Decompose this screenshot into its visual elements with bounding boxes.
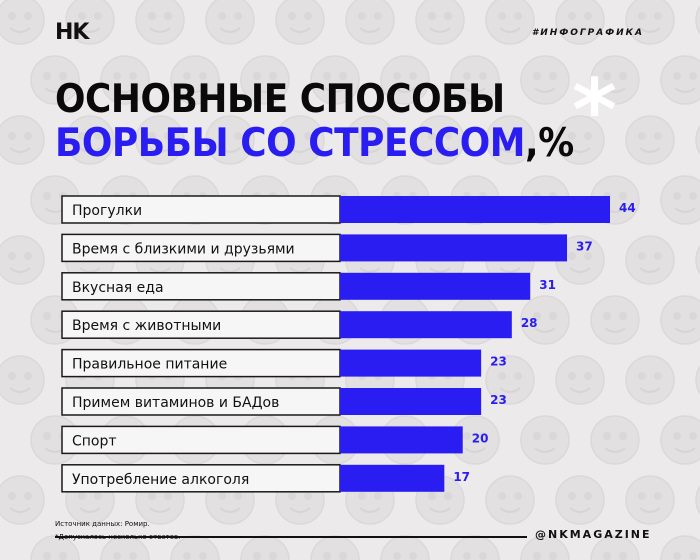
pattern-face <box>555 0 605 45</box>
brand-logo: НK <box>55 20 89 45</box>
value-label: 23 <box>490 393 507 407</box>
pattern-face <box>660 535 700 560</box>
value-label: 31 <box>539 278 556 292</box>
pattern-face <box>135 115 185 165</box>
bar <box>340 234 568 262</box>
category-label: Примем витаминов и БАДов <box>72 395 279 411</box>
pattern-face <box>555 355 605 405</box>
pattern-face <box>0 115 45 165</box>
pattern-face <box>695 125 700 155</box>
pattern-face <box>590 535 640 560</box>
pattern-face <box>520 415 570 465</box>
category-label: Прогулки <box>72 203 142 219</box>
value-label: 44 <box>619 201 636 215</box>
pattern-face <box>695 245 700 275</box>
pattern-face <box>275 0 325 45</box>
social-handle: @NKMAGAZINE <box>535 528 652 541</box>
pattern-face <box>485 355 535 405</box>
value-label: 23 <box>490 355 507 369</box>
pattern-face <box>100 55 150 105</box>
pattern-face <box>485 0 535 45</box>
pattern-face <box>520 295 570 345</box>
title-line-2: БОРЬБЫ СО СТРЕССОМ,% <box>55 122 574 166</box>
category-label: Спорт <box>72 433 117 449</box>
pattern-face <box>695 485 700 515</box>
pattern-face <box>660 175 700 225</box>
pattern-face <box>65 0 115 45</box>
pattern-face <box>205 115 255 165</box>
pattern-face <box>695 5 700 35</box>
page-title: ОСНОВНЫЕ СПОСОБЫ БОРЬБЫ СО СТРЕССОМ,% <box>55 78 574 166</box>
bar <box>340 388 482 415</box>
bar <box>340 464 445 492</box>
pattern-face <box>555 115 605 165</box>
footer-divider <box>55 536 527 538</box>
pattern-face <box>625 0 675 45</box>
category-label: Вкусная еда <box>72 280 164 296</box>
pattern-face <box>695 365 700 395</box>
pattern-face <box>30 55 80 105</box>
pattern-face <box>625 235 675 285</box>
pattern-face <box>590 295 640 345</box>
asterisk-icon: * <box>572 61 617 161</box>
category-label-box <box>61 464 341 493</box>
pattern-face <box>625 355 675 405</box>
pattern-face <box>380 55 430 105</box>
pattern-face <box>625 475 675 525</box>
pattern-face <box>450 55 500 105</box>
category-label-box <box>61 425 341 455</box>
source-note: Источник данных: Ромир. <box>55 520 150 528</box>
bar <box>340 349 482 377</box>
pattern-face <box>555 475 605 525</box>
pattern-face <box>625 115 675 165</box>
category-label: Время с близкими и друзьями <box>72 241 295 257</box>
bar <box>340 196 610 223</box>
pattern-face <box>485 475 535 525</box>
pattern-face <box>660 415 700 465</box>
category-label: Правильное питание <box>72 357 227 373</box>
pattern-face <box>0 475 45 525</box>
category-label: Употребление алкоголя <box>72 472 249 488</box>
value-label: 28 <box>521 316 538 330</box>
pattern-face <box>170 55 220 105</box>
pattern-face <box>205 0 255 45</box>
title-percent-suffix: ,% <box>525 121 574 166</box>
pattern-face <box>170 535 220 560</box>
pattern-face <box>415 0 465 45</box>
bar <box>340 311 512 339</box>
pattern-face <box>310 55 360 105</box>
pattern-face <box>345 0 395 45</box>
pattern-face <box>0 0 45 45</box>
pattern-face <box>590 415 640 465</box>
pattern-face <box>485 115 535 165</box>
category-label-box <box>61 272 341 301</box>
pattern-face <box>240 55 290 105</box>
pattern-face <box>275 115 325 165</box>
pattern-face <box>520 535 570 560</box>
pattern-face <box>345 115 395 165</box>
bar <box>340 272 531 300</box>
category-label-box <box>61 310 341 339</box>
value-label: 37 <box>576 239 593 253</box>
pattern-face <box>660 55 700 105</box>
pattern-face <box>0 355 45 405</box>
value-label: 20 <box>472 431 489 445</box>
infographic-tag: #ИНФОГРАФИКА <box>532 28 644 38</box>
pattern-face <box>660 295 700 345</box>
value-label: 17 <box>453 470 470 484</box>
title-line-1: ОСНОВНЫЕ СПОСОБЫ <box>55 77 505 122</box>
title-line-2-main: БОРЬБЫ СО СТРЕССОМ <box>55 121 526 166</box>
pattern-face <box>0 235 45 285</box>
category-label: Время с животными <box>72 318 221 334</box>
pattern-face <box>520 55 570 105</box>
pattern-face <box>65 115 115 165</box>
pattern-face <box>135 0 185 45</box>
pattern-face <box>590 55 640 105</box>
bar <box>340 426 463 454</box>
pattern-face <box>450 415 500 465</box>
pattern-face <box>415 115 465 165</box>
